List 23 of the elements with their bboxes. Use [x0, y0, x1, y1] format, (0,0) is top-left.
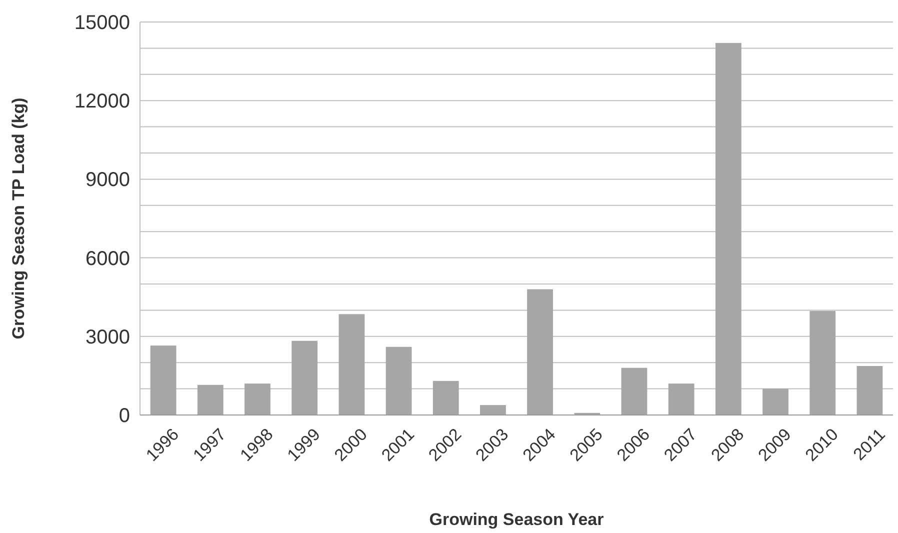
y-axis-title: Growing Season TP Load (kg): [9, 98, 28, 340]
bar: [480, 405, 506, 415]
y-tick-label: 6000: [86, 248, 130, 270]
bar: [715, 42, 742, 415]
x-axis-title: Growing Season Year: [429, 510, 604, 529]
y-tick-label: 0: [118, 405, 130, 427]
bar: [762, 388, 788, 415]
y-tick-label: 3000: [86, 326, 130, 348]
bar: [621, 368, 648, 415]
bar: [197, 384, 224, 415]
bar: [668, 384, 694, 415]
y-tick-label: 15000: [74, 12, 130, 34]
bar: [856, 366, 883, 415]
bar: [150, 346, 176, 415]
bar: [292, 340, 318, 415]
bar: [810, 310, 836, 415]
bar: [386, 346, 412, 415]
bar: [338, 314, 365, 415]
bar: [244, 384, 270, 415]
y-tick-label: 9000: [86, 169, 130, 192]
y-tick-label: 12000: [74, 90, 130, 113]
bar: [527, 289, 553, 415]
bar: [432, 380, 459, 415]
